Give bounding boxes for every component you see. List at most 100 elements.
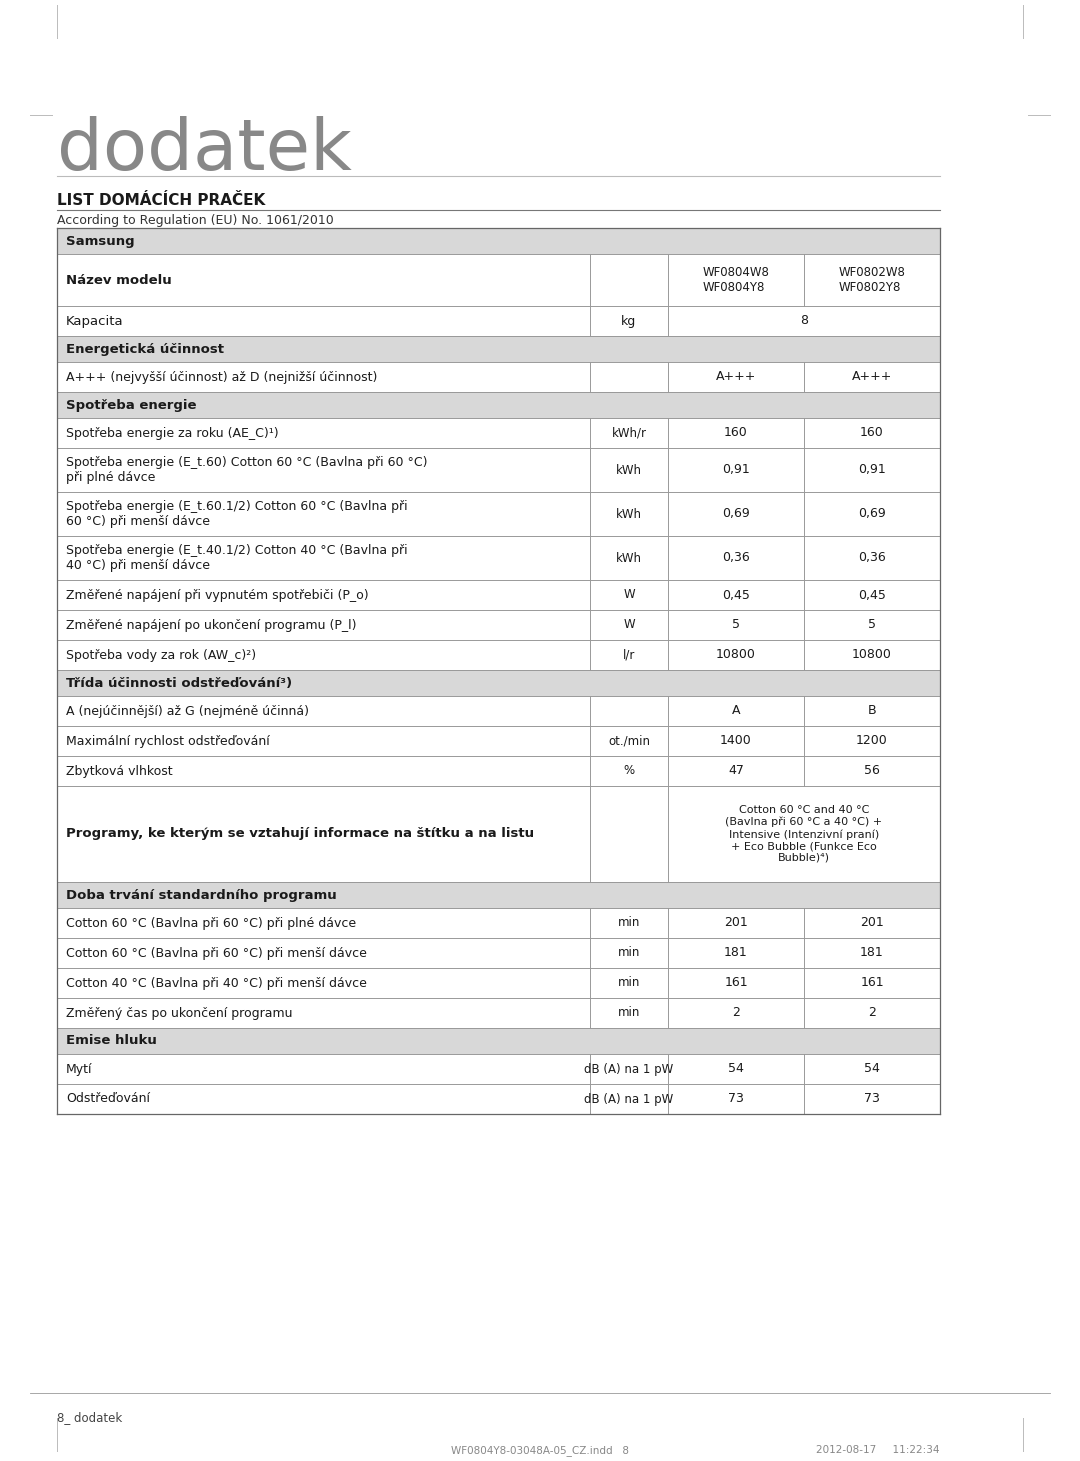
Bar xyxy=(57,362,940,392)
Bar xyxy=(57,228,940,254)
Bar xyxy=(57,1053,940,1084)
Text: 5: 5 xyxy=(732,618,740,631)
Bar xyxy=(57,1029,940,1053)
Text: 1400: 1400 xyxy=(720,735,752,748)
Text: Spotřeba energie: Spotřeba energie xyxy=(66,399,197,412)
Text: 161: 161 xyxy=(860,976,883,989)
Text: Maximální rychlost odstřeďování: Maximální rychlost odstřeďování xyxy=(66,735,270,748)
Text: 56: 56 xyxy=(864,764,880,777)
Text: min: min xyxy=(618,916,640,929)
Bar xyxy=(57,882,940,907)
Text: kWh/r: kWh/r xyxy=(611,427,647,440)
Text: 54: 54 xyxy=(864,1062,880,1075)
Text: kWh: kWh xyxy=(616,507,642,520)
Text: min: min xyxy=(618,947,640,960)
Text: W: W xyxy=(623,589,635,602)
Text: kg: kg xyxy=(621,314,636,327)
Text: A+++: A+++ xyxy=(716,371,756,383)
Text: Energetická účinnost: Energetická účinnost xyxy=(66,342,224,355)
Text: min: min xyxy=(618,976,640,989)
Text: Spotřeba vody za rok (AW_c)²): Spotřeba vody za rok (AW_c)²) xyxy=(66,649,256,662)
Text: A (nejúčinnější) až G (nejméně účinná): A (nejúčinnější) až G (nejméně účinná) xyxy=(66,704,309,717)
Text: Cotton 60 °C (Bavlna při 60 °C) při plné dávce: Cotton 60 °C (Bavlna při 60 °C) při plné… xyxy=(66,916,356,929)
Bar xyxy=(57,969,940,998)
Text: dB (A) na 1 pW: dB (A) na 1 pW xyxy=(584,1093,674,1106)
Text: 181: 181 xyxy=(860,947,883,960)
Text: dB (A) na 1 pW: dB (A) na 1 pW xyxy=(584,1062,674,1075)
Bar xyxy=(57,671,940,695)
Bar xyxy=(57,492,940,536)
Text: Spotřeba energie (E_t.60) Cotton 60 °C (Bavlna při 60 °C)
při plné dávce: Spotřeba energie (E_t.60) Cotton 60 °C (… xyxy=(66,456,428,484)
Text: B: B xyxy=(867,704,876,717)
Text: 0,36: 0,36 xyxy=(723,551,750,564)
Text: A: A xyxy=(732,704,740,717)
Text: A+++: A+++ xyxy=(852,371,892,383)
Text: 73: 73 xyxy=(728,1093,744,1106)
Text: 0,91: 0,91 xyxy=(723,463,750,476)
Bar xyxy=(57,305,940,336)
Bar xyxy=(57,580,940,611)
Text: Odstřeďování: Odstřeďování xyxy=(66,1093,150,1106)
Bar xyxy=(57,1084,940,1113)
Bar xyxy=(57,392,940,418)
Bar xyxy=(57,640,940,671)
Text: WF0804Y8-03048A-05_CZ.indd   8: WF0804Y8-03048A-05_CZ.indd 8 xyxy=(451,1445,629,1457)
Text: kWh: kWh xyxy=(616,551,642,564)
Bar xyxy=(57,755,940,786)
Text: WF0804W8
WF0804Y8: WF0804W8 WF0804Y8 xyxy=(703,266,769,294)
Text: 8: 8 xyxy=(800,314,808,327)
Text: LIST DOMÁCÍCH PRAČEK: LIST DOMÁCÍCH PRAČEK xyxy=(57,193,266,207)
Text: 201: 201 xyxy=(724,916,747,929)
Bar xyxy=(57,938,940,969)
Bar xyxy=(57,336,940,362)
Bar xyxy=(57,786,940,882)
Text: 0,91: 0,91 xyxy=(859,463,886,476)
Text: Cotton 60 °C (Bavlna při 60 °C) při menší dávce: Cotton 60 °C (Bavlna při 60 °C) při menš… xyxy=(66,947,367,960)
Text: Název modelu: Název modelu xyxy=(66,273,172,286)
Text: l/r: l/r xyxy=(623,649,635,662)
Text: 0,45: 0,45 xyxy=(859,589,886,602)
Text: 201: 201 xyxy=(860,916,883,929)
Text: Doba trvání standardního programu: Doba trvání standardního programu xyxy=(66,888,337,901)
Text: Třída účinnosti odstřeďování³): Třída účinnosti odstřeďování³) xyxy=(66,676,292,690)
Text: Cotton 40 °C (Bavlna při 40 °C) při menší dávce: Cotton 40 °C (Bavlna při 40 °C) při menš… xyxy=(66,976,367,989)
Text: 2: 2 xyxy=(732,1007,740,1020)
Text: 47: 47 xyxy=(728,764,744,777)
Text: kWh: kWh xyxy=(616,463,642,476)
Text: 1200: 1200 xyxy=(856,735,888,748)
Text: A+++ (nejvyšší účinnost) až D (nejnižší účinnost): A+++ (nejvyšší účinnost) až D (nejnižší … xyxy=(66,371,377,383)
Text: Změřený čas po ukončení programu: Změřený čas po ukončení programu xyxy=(66,1007,293,1020)
Text: Spotřeba energie (E_t.60.1/2) Cotton 60 °C (Bavlna při
60 °C) při menší dávce: Spotřeba energie (E_t.60.1/2) Cotton 60 … xyxy=(66,500,407,527)
Text: W: W xyxy=(623,618,635,631)
Text: min: min xyxy=(618,1007,640,1020)
Text: 0,36: 0,36 xyxy=(859,551,886,564)
Text: According to Regulation (EU) No. 1061/2010: According to Regulation (EU) No. 1061/20… xyxy=(57,213,334,226)
Text: Emise hluku: Emise hluku xyxy=(66,1034,157,1048)
Text: Programy, ke kterým se vztahují informace na štítku a na listu: Programy, ke kterým se vztahují informac… xyxy=(66,827,535,840)
Text: 10800: 10800 xyxy=(716,649,756,662)
Text: dodatek: dodatek xyxy=(57,115,352,186)
Text: %: % xyxy=(623,764,635,777)
Text: Mytí: Mytí xyxy=(66,1062,93,1075)
Text: 0,69: 0,69 xyxy=(723,507,750,520)
Text: Samsung: Samsung xyxy=(66,235,135,247)
Text: Kapacita: Kapacita xyxy=(66,314,123,327)
Text: 8_ dodatek: 8_ dodatek xyxy=(57,1411,122,1424)
Bar xyxy=(57,536,940,580)
Text: 54: 54 xyxy=(728,1062,744,1075)
Text: 2012-08-17     11:22:34: 2012-08-17 11:22:34 xyxy=(816,1445,940,1455)
Text: ot./min: ot./min xyxy=(608,735,650,748)
Text: 181: 181 xyxy=(724,947,747,960)
Text: Spotřeba energie (E_t.40.1/2) Cotton 40 °C (Bavlna při
40 °C) při menší dávce: Spotřeba energie (E_t.40.1/2) Cotton 40 … xyxy=(66,543,407,573)
Text: 0,45: 0,45 xyxy=(723,589,750,602)
Text: 160: 160 xyxy=(724,427,747,440)
Text: Zbytková vlhkost: Zbytková vlhkost xyxy=(66,764,173,777)
Text: 0,69: 0,69 xyxy=(859,507,886,520)
Text: WF0802W8
WF0802Y8: WF0802W8 WF0802Y8 xyxy=(838,266,905,294)
Bar xyxy=(57,998,940,1029)
Text: 10800: 10800 xyxy=(852,649,892,662)
Text: Změřené napájení při vypnutém spotřebiči (P_o): Změřené napájení při vypnutém spotřebiči… xyxy=(66,589,368,602)
Bar xyxy=(57,726,940,755)
Bar xyxy=(57,254,940,305)
Text: 2: 2 xyxy=(868,1007,876,1020)
